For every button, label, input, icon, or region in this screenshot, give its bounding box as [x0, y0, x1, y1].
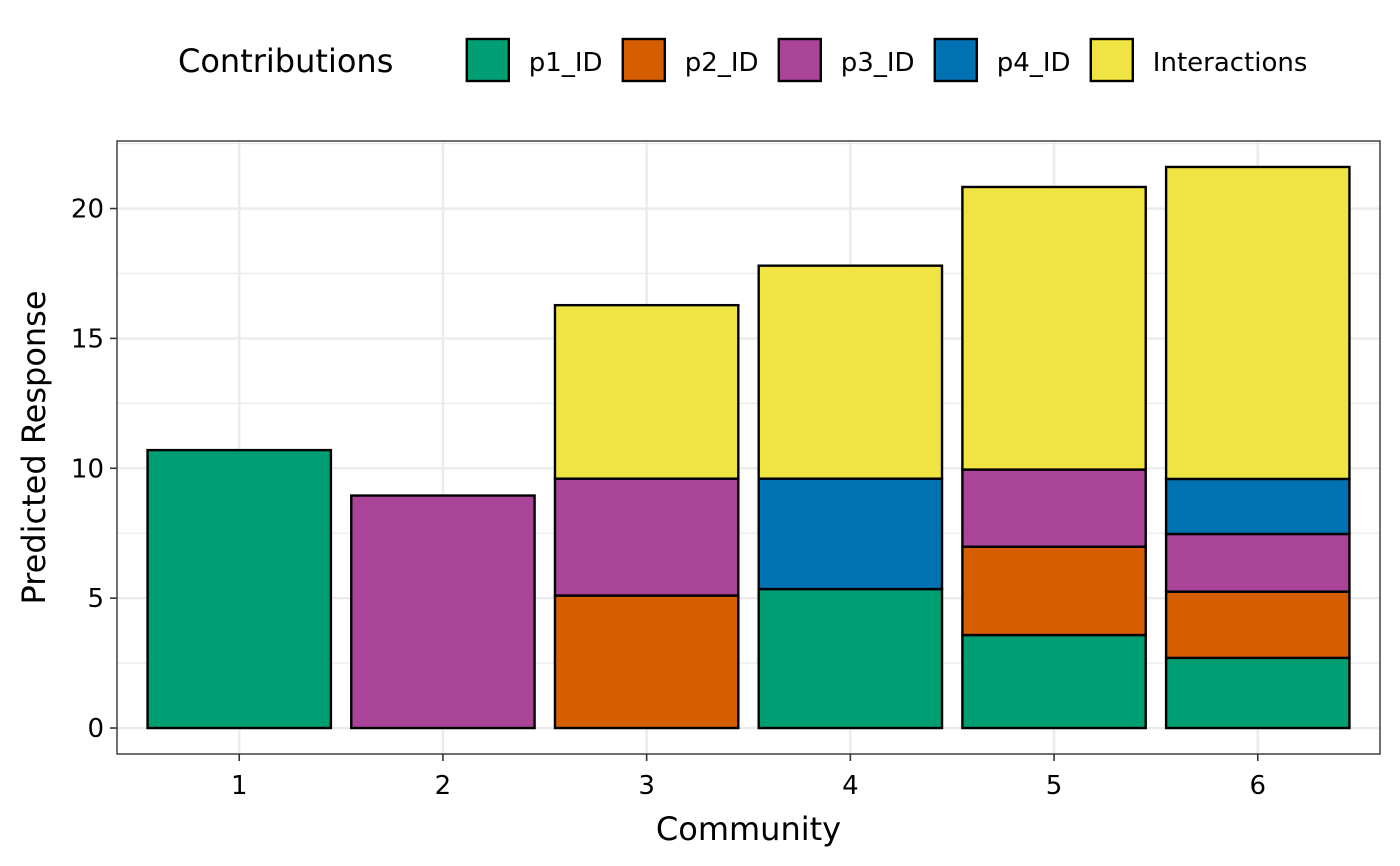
- legend-label-interactions: Interactions: [1153, 48, 1308, 78]
- bar-segment-interactions-community-5: [961, 185, 1147, 471]
- legend-label-p4-id: p4_ID: [997, 48, 1071, 78]
- legend-label-p3-id: p3_ID: [841, 48, 915, 78]
- x-tick-label: 6: [1250, 771, 1267, 801]
- legend-items: p1_ID p2_ID p3_ID p4_ID Interactions: [465, 37, 1308, 83]
- legend-label-p2-id: p2_ID: [685, 48, 759, 78]
- y-axis-title: Predicted Response: [15, 290, 53, 604]
- y-tick-label: 5: [87, 584, 104, 614]
- x-tick-label: 4: [842, 771, 859, 801]
- y-axis: 0 5 10 15 20: [71, 195, 117, 744]
- bar-segment-p2-id-community-6: [1164, 590, 1351, 660]
- bar-segment-p2-id-community-5: [961, 545, 1147, 637]
- x-tick-label: 5: [1046, 771, 1063, 801]
- bar-segment-interactions-community-3: [553, 303, 740, 480]
- y-tick-label: 15: [71, 324, 104, 354]
- legend-key-p4-id: [933, 37, 978, 83]
- y-tick-label: 0: [87, 714, 104, 744]
- bar-segment-p4-id-community-4: [757, 477, 944, 591]
- panel-border: [116, 140, 1381, 755]
- bars: [146, 165, 1351, 730]
- y-tick-label: 20: [71, 195, 104, 225]
- bar-segment-interactions-community-4: [757, 264, 944, 480]
- plot-panel: [116, 140, 1381, 755]
- x-axis-title: Community: [656, 810, 841, 848]
- x-axis: 1 2 3 4 5 6: [231, 754, 1266, 801]
- bar-segment-p3-id-community-6: [1164, 532, 1351, 593]
- legend-key-interactions: [1089, 37, 1135, 83]
- legend-key-p3-id: [777, 37, 822, 83]
- bar-segment-p1-id-community-1: [146, 448, 333, 730]
- bar-segment-p3-id-community-2: [350, 494, 536, 730]
- legend: Contributions p1_ID p2_ID p3_ID p4_ID Intera…: [178, 37, 1308, 83]
- bar-segment-p3-id-community-3: [553, 477, 740, 597]
- y-tick-label: 10: [71, 454, 104, 484]
- bar-segment-p2-id-community-3: [553, 594, 740, 730]
- x-tick-label: 1: [231, 771, 248, 801]
- legend-key-p1-id: [465, 37, 510, 83]
- legend-key-p2-id: [621, 37, 666, 83]
- x-tick-label: 2: [435, 771, 452, 801]
- bar-segment-p1-id-community-5: [961, 633, 1147, 730]
- bar-segment-p1-id-community-6: [1164, 656, 1351, 730]
- legend-title: Contributions: [178, 42, 393, 80]
- bar-segment-interactions-community-6: [1164, 165, 1351, 481]
- bar-segment-p4-id-community-6: [1164, 477, 1351, 536]
- x-tick-label: 3: [638, 771, 655, 801]
- legend-label-p1-id: p1_ID: [529, 48, 603, 78]
- bar-segment-p1-id-community-4: [757, 587, 944, 730]
- bar-segment-p3-id-community-5: [961, 468, 1147, 548]
